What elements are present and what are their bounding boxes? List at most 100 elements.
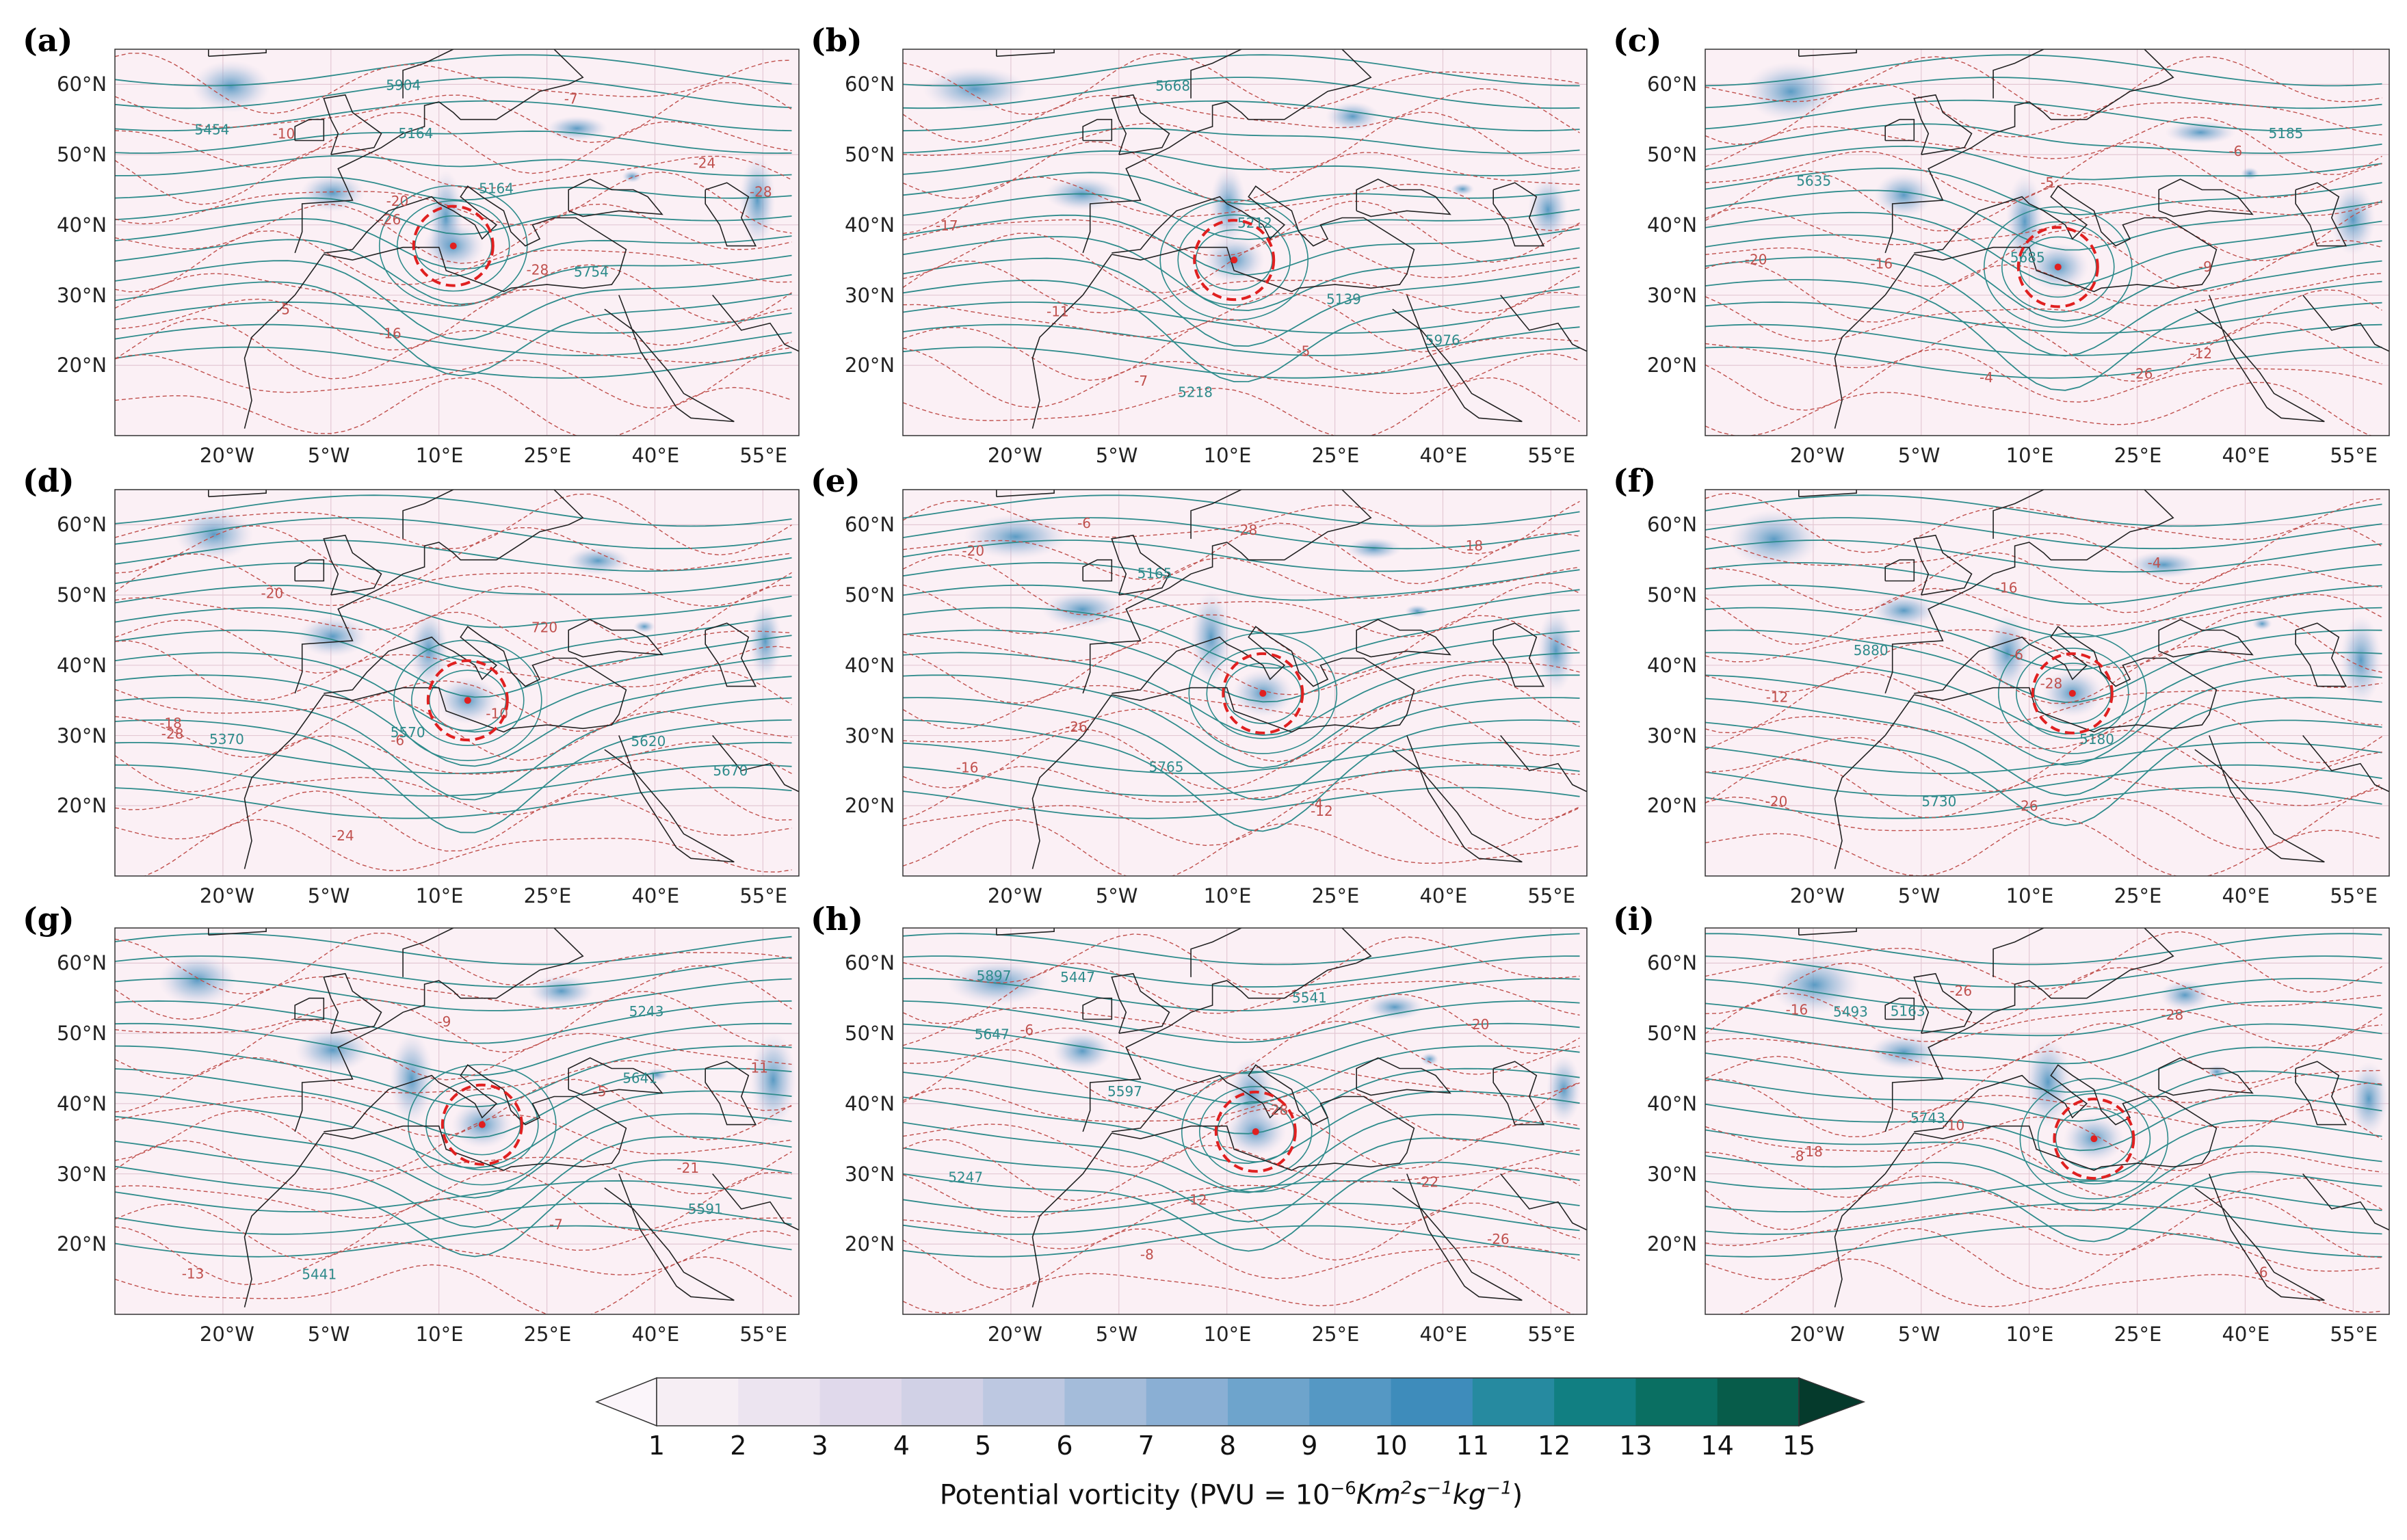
temperature-contour: [1705, 348, 2382, 411]
contour-label: -6: [1020, 1022, 1034, 1038]
temperature-contour: [115, 669, 792, 732]
geopotential-contour: [115, 978, 792, 1011]
lat-tick-label: 60°N: [57, 951, 107, 975]
geopotential-contour: [1705, 1095, 2382, 1152]
lat-tick-label: 20°N: [57, 354, 107, 377]
lat-tick-label: 30°N: [1647, 1162, 1698, 1186]
coastline: [1884, 490, 2174, 694]
coastline: [294, 997, 325, 1020]
geopotential-contour: [903, 236, 1580, 311]
lon-tick-label: 10°E: [1203, 1323, 1252, 1346]
lat-tick-label: 30°N: [57, 723, 107, 747]
coastline: [1914, 185, 2218, 293]
map-panel: 524754475541564755975897-28-26-20-22-12-…: [902, 927, 1588, 1315]
contour-label: 5743: [1910, 1110, 1945, 1126]
temperature-contour: [115, 264, 792, 323]
coastline: [1992, 490, 2045, 539]
temperature-contour: [903, 614, 1580, 675]
pv-anomaly: [1986, 614, 2029, 691]
geopotential-contour: [903, 323, 1580, 356]
coastline: [294, 490, 584, 694]
contour-label: -6: [391, 732, 404, 749]
lat-tick-label: 30°N: [845, 283, 895, 307]
coastline: [208, 49, 267, 57]
temperature-contour: [115, 493, 792, 556]
coastline: [2302, 294, 2389, 352]
lon-tick-label: 40°E: [1419, 1323, 1468, 1346]
lat-tick-label: 60°N: [1647, 513, 1698, 537]
lon-tick-label: 25°E: [2114, 1323, 2162, 1346]
lon-tick-label: 40°E: [631, 1323, 680, 1346]
colorbar-tick-label: 4: [893, 1431, 910, 1461]
contour-label: 5647: [975, 1026, 1010, 1043]
colorbar-segment: [1554, 1378, 1636, 1426]
colorbar-segment: [738, 1378, 821, 1426]
pv-anomaly: [1873, 172, 1934, 218]
geopotential-contour: [1705, 562, 2382, 605]
coastline: [1492, 182, 1545, 247]
lon-tick-label: 40°E: [631, 884, 680, 907]
temperature-contour: [115, 585, 792, 646]
contour-label: 5668: [1155, 78, 1190, 94]
coastline: [1798, 49, 1857, 57]
geopotential-contour: [1705, 764, 2382, 797]
lat-tick-label: 40°N: [1647, 1091, 1698, 1115]
coastline: [705, 622, 757, 687]
contour-label: -16: [1870, 256, 1893, 272]
lon-tick-label: 55°E: [2330, 1323, 2378, 1346]
contour-label: -11: [1047, 304, 1069, 320]
lat-tick-label: 40°N: [845, 653, 895, 677]
coastline: [1112, 626, 1415, 733]
map-frame: [1705, 49, 2390, 436]
contour-label: 5180: [2079, 731, 2114, 747]
colorbar-segment: [1309, 1378, 1392, 1426]
pv-anomaly: [2165, 120, 2236, 144]
coastline: [244, 694, 324, 869]
map-frame: [114, 489, 800, 877]
pv-anomaly: [528, 974, 594, 1007]
coastline: [324, 1064, 627, 1171]
temperature-contour: [115, 1256, 792, 1314]
geopotential-contour: [903, 77, 1580, 109]
geopotential-contour: [903, 279, 1580, 383]
temperature-contour: [115, 1198, 792, 1260]
geopotential-contour: [115, 155, 792, 176]
geopotential-contour: [903, 1022, 1580, 1074]
contour-label: -4: [1309, 796, 1323, 812]
temperature-contour: [1705, 1227, 2382, 1290]
contour-label: 5243: [629, 1003, 664, 1020]
coastline: [402, 49, 455, 98]
geopotential-contour: [1705, 168, 2382, 215]
lon-tick-label: 5°W: [307, 884, 350, 907]
temperature-contour: [1705, 611, 2382, 673]
temperature-contour: [1705, 788, 2382, 851]
geopotential-contour: [115, 1113, 792, 1199]
contour-label: -6: [2228, 143, 2242, 159]
contour-label: 5765: [1149, 758, 1184, 775]
coastline: [1356, 1057, 1451, 1096]
pv-anomaly: [1326, 101, 1380, 131]
lon-tick-label: 55°E: [739, 884, 788, 907]
pv-anomaly: [1052, 1031, 1113, 1071]
coastline: [1913, 972, 1973, 1034]
coastline: [1082, 559, 1113, 582]
lon-tick-label: 40°E: [1419, 444, 1468, 467]
lon-tick-label: 5°W: [1095, 1323, 1138, 1346]
coastline: [2295, 1061, 2347, 1126]
map-panel: 5139 5212 5218 5668 5976 -17 -11 -7 -5: [902, 49, 1588, 436]
geopotential-contour: [1705, 674, 2382, 766]
pv-anomaly: [1728, 509, 1820, 570]
lat-tick-label: 30°N: [1647, 283, 1698, 307]
pv-anomaly: [963, 514, 1068, 559]
temperature-contour: [1705, 587, 2382, 645]
geopotential-contour: [1705, 234, 2382, 322]
lat-tick-label: 20°N: [57, 1232, 107, 1256]
contour-label: 5635: [1796, 172, 1831, 189]
contour-label: -5: [2040, 174, 2054, 191]
pv-anomaly: [644, 1067, 669, 1082]
contour-label: -18: [1460, 537, 1483, 554]
lon-tick-label: 25°E: [523, 444, 572, 467]
contour-label: -22: [1417, 1173, 1439, 1190]
lat-tick-label: 50°N: [57, 1022, 107, 1046]
